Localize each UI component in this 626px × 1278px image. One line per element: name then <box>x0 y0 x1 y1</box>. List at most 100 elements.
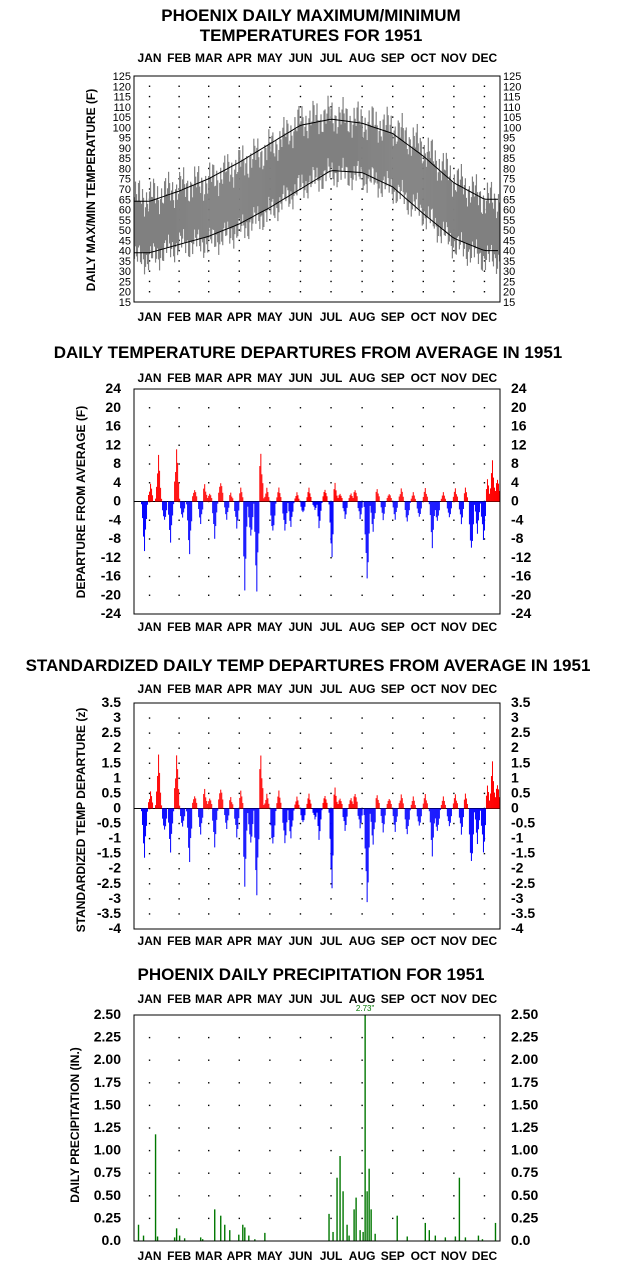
y-tick-label-right: 1.5 <box>511 754 531 770</box>
grid-dot <box>178 747 180 749</box>
daily-departure-bar <box>424 488 426 502</box>
daily-departure-bar <box>226 501 228 520</box>
daily-departure-bar <box>348 804 350 809</box>
grid-dot <box>422 1127 424 1129</box>
daily-departure-bar <box>459 808 461 824</box>
grid-dot <box>453 1127 455 1129</box>
daily-departure-bar <box>485 795 487 809</box>
grid-dot <box>361 198 363 200</box>
daily-departure-bar <box>341 803 343 809</box>
daily-departure-bar <box>203 793 205 809</box>
daily-departure-bar <box>394 808 396 832</box>
grid-dot <box>299 444 302 446</box>
grid-dot <box>238 898 240 900</box>
grid-dot <box>238 249 240 252</box>
daily-departure-bar <box>359 501 361 520</box>
daily-departure-bar <box>257 501 259 553</box>
daily-departure-bar <box>477 501 479 521</box>
daily-departure-bar <box>342 501 344 509</box>
daily-departure-bar <box>147 808 149 812</box>
grid-dot <box>178 260 180 262</box>
grid-dot <box>330 777 332 780</box>
y-tick-label-right: -1.5 <box>511 845 535 861</box>
daily-departure-bar <box>474 808 476 820</box>
month-label-nov: NOV <box>441 682 467 696</box>
daily-departure-bar <box>196 496 198 502</box>
grid-dot <box>269 136 271 139</box>
grid-dot <box>330 482 332 484</box>
y-tick-label-right: 110 <box>503 102 521 114</box>
grid-dot <box>453 407 455 409</box>
daily-departure-bar <box>265 799 267 809</box>
y-tick-label-left: 60 <box>119 205 131 217</box>
daily-departure-bar <box>145 808 147 837</box>
y-tick-label-left: 16 <box>105 418 121 434</box>
daily-departure-bar <box>150 483 152 502</box>
grid-dot <box>453 157 455 159</box>
daily-departure-bar <box>159 470 161 502</box>
y-tick-label-right: 115 <box>503 92 521 104</box>
month-label-oct: OCT <box>411 1249 437 1263</box>
grid-dot <box>178 444 180 446</box>
daily-departure-bar <box>206 494 208 502</box>
daily-departure-bar <box>356 801 358 809</box>
grid-dot <box>361 260 363 262</box>
grid-dot <box>392 913 394 915</box>
grid-dot <box>483 717 486 719</box>
grid-dot <box>483 1195 486 1197</box>
daily-departure-bar <box>317 808 319 826</box>
daily-departure-bar <box>328 808 330 813</box>
daily-departure-bar <box>399 800 401 809</box>
grid-dot <box>361 519 363 521</box>
daily-departure-bar <box>314 501 316 511</box>
grid-dot <box>148 126 151 129</box>
y-tick-label-right: 100 <box>503 122 521 134</box>
grid-dot <box>483 136 486 139</box>
grid-dot <box>422 913 424 915</box>
grid-dot <box>148 762 151 764</box>
grid-dot <box>269 762 271 764</box>
daily-departure-bar <box>460 808 462 835</box>
daily-departure-bar <box>343 808 345 822</box>
daily-departure-bar <box>228 808 230 816</box>
grid-dot <box>422 95 424 98</box>
daily-departure-bar <box>336 495 338 502</box>
grid-dot <box>453 106 455 108</box>
daily-departure-bar <box>413 800 415 809</box>
grid-dot <box>148 732 151 734</box>
month-label-aug: AUG <box>349 51 376 65</box>
month-label-jan: JAN <box>138 1249 162 1263</box>
chart1-title-line2: TEMPERATURES FOR 1951 <box>200 26 423 45</box>
grid-dot <box>422 1059 424 1061</box>
daily-departure-bar <box>242 497 244 502</box>
grid-dot <box>422 463 424 465</box>
month-label-dec: DEC <box>472 620 498 634</box>
daily-departure-bar <box>428 501 430 505</box>
daily-departure-bar <box>409 501 411 503</box>
daily-departure-bar <box>298 498 300 502</box>
precipitation-chart: PHOENIX DAILY PRECIPITATION FOR 1951 JAN… <box>68 965 538 1263</box>
chart1-marks <box>133 95 501 275</box>
daily-departure-bar <box>398 803 400 809</box>
grid-dot <box>330 1104 332 1107</box>
grid-dot <box>238 883 240 885</box>
daily-departure-bar <box>201 808 203 824</box>
grid-dot <box>269 229 271 231</box>
grid-dot <box>330 407 332 409</box>
daily-departure-bar <box>395 501 397 512</box>
grid-dot <box>269 425 271 428</box>
daily-departure-bar <box>335 490 337 502</box>
month-label-mar: MAR <box>195 310 223 324</box>
daily-departure-bar <box>484 501 486 517</box>
daily-departure-bar <box>354 793 356 809</box>
month-label-apr: APR <box>227 620 253 634</box>
daily-departure-bar <box>494 491 496 502</box>
grid-dot <box>178 1149 180 1152</box>
daily-departure-bar <box>458 501 460 510</box>
grid-dot <box>208 126 210 129</box>
grid-dot <box>269 747 271 749</box>
y-tick-label-right: 105 <box>503 112 521 124</box>
daily-departure-bar <box>168 501 170 515</box>
grid-dot <box>361 1036 363 1039</box>
daily-departure-bar <box>226 808 228 830</box>
